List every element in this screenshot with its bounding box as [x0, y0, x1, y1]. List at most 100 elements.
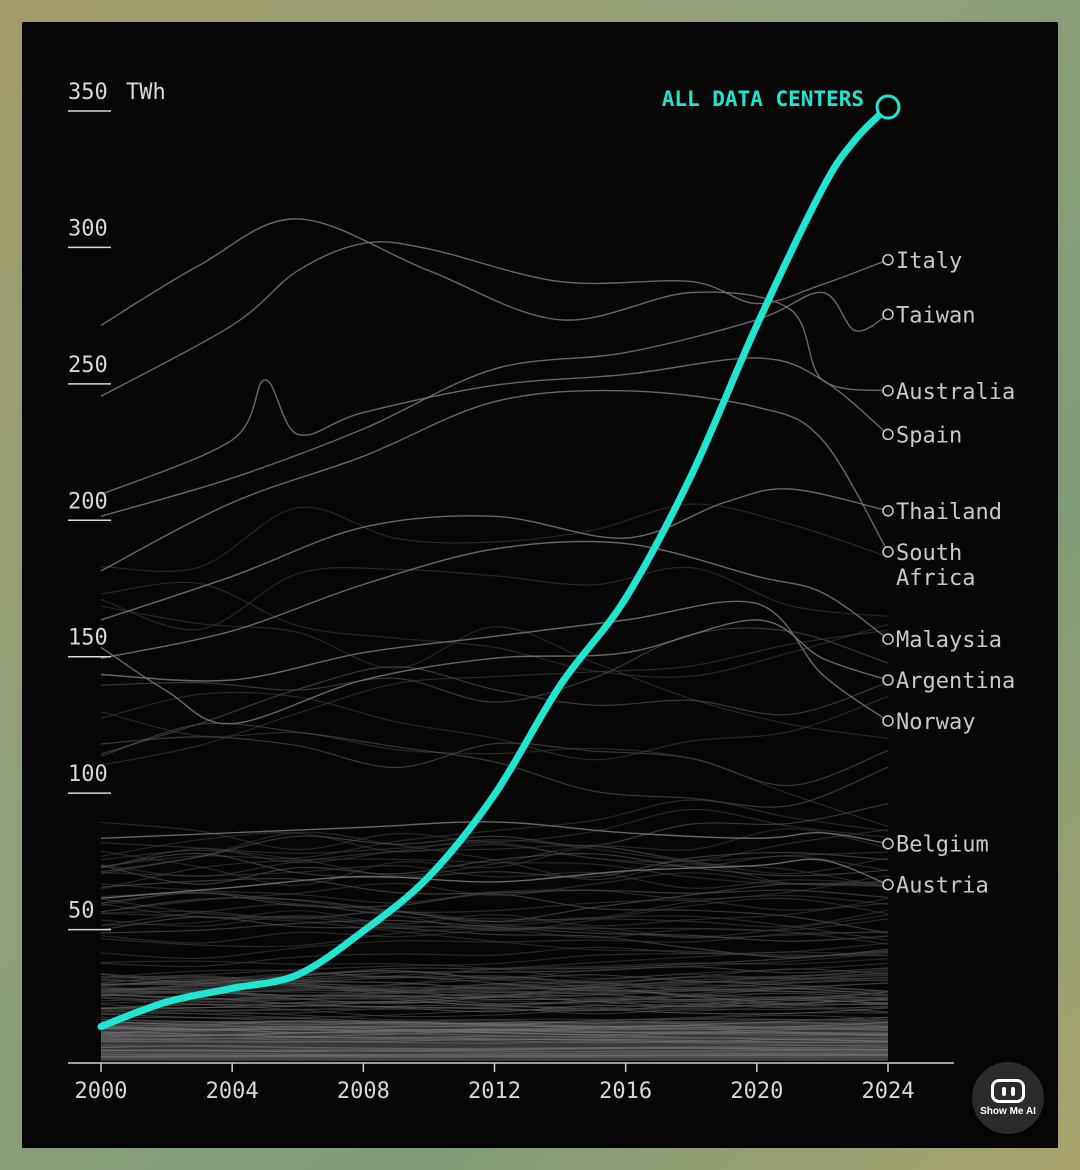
labeled-country-lines: [100, 218, 889, 899]
background-country-line: [100, 1003, 889, 1015]
background-country-line: [100, 878, 889, 899]
country-label: Belgium: [896, 833, 989, 858]
background-country-line: [100, 711, 889, 828]
country-label: Norway: [896, 710, 975, 735]
background-country-line: [100, 898, 889, 928]
country-labels: Italy Taiwan Australia Spain Thailand South Af…: [882, 249, 1015, 899]
x-tick-label: 2012: [468, 1079, 521, 1104]
country-line-australia: [100, 218, 889, 392]
background-country-line: [100, 874, 889, 904]
background-country-line: [100, 976, 889, 1000]
all-data-centers-layer: ALL DATA CENTERS: [97, 87, 901, 1030]
chart-panel: 50 100 150 200 250 300 350 TWh 2000 2004 2008 2012…: [22, 22, 1058, 1148]
background-country-line: [100, 970, 889, 992]
country-line-thailand: [100, 488, 889, 621]
background-country-line: [100, 1028, 889, 1036]
background-country-line: [100, 992, 889, 1012]
country-endpoint-marker: [882, 633, 894, 645]
background-country-line: [100, 994, 889, 1013]
background-country-line: [100, 1052, 889, 1056]
background-country-line: [100, 1033, 889, 1041]
country-endpoint-marker: [882, 254, 894, 266]
background-country-line: [100, 629, 889, 766]
country-label: South Africa: [896, 541, 975, 591]
background-country-line: [100, 951, 889, 992]
background-country-line: [100, 1010, 889, 1027]
x-tick-label: 2000: [75, 1079, 128, 1104]
background-country-line: [100, 914, 889, 944]
country-endpoint-marker: [882, 428, 894, 441]
country-line-austria: [100, 858, 889, 899]
background-country-line: [100, 1053, 889, 1057]
background-country-line: [100, 665, 889, 755]
background-country-line: [100, 1038, 889, 1043]
y-axis: 50 100 150 200 250 300 350 TWh: [68, 80, 166, 931]
y-tick-label: 100: [68, 762, 108, 787]
country-label: Austria: [896, 874, 989, 899]
y-tick-label: 50: [68, 899, 95, 924]
background-country-lines: [100, 503, 889, 1062]
background-country-line: [100, 979, 889, 994]
y-tick-label: 350: [68, 80, 108, 105]
x-tick-label: 2008: [337, 1079, 390, 1104]
background-country-line: [100, 972, 889, 990]
background-country-line: [100, 799, 889, 868]
all-data-centers-endpoint: [875, 94, 901, 120]
background-country-line: [100, 987, 889, 1005]
country-line-argentina: [100, 619, 889, 725]
country-line-south-africa: [100, 389, 889, 572]
background-country-line: [100, 605, 889, 739]
background-country-line: [100, 891, 889, 932]
background-country-line: [100, 1003, 889, 1015]
country-line-taiwan: [100, 291, 889, 517]
background-country-line: [100, 852, 889, 885]
x-tick-label: 2004: [206, 1079, 259, 1104]
all-data-centers-line: [97, 103, 892, 1030]
background-country-line: [100, 942, 889, 979]
background-country-line: [100, 914, 889, 932]
background-country-line: [100, 892, 889, 913]
all-data-centers-label: ALL DATA CENTERS: [662, 87, 864, 111]
x-tick-label: 2020: [730, 1079, 783, 1104]
country-line-belgium: [100, 821, 889, 845]
country-line-malaysia: [100, 540, 889, 659]
background-country-line: [100, 946, 889, 968]
x-tick-label: 2024: [862, 1079, 915, 1104]
background-country-line: [100, 960, 889, 980]
background-country-line: [100, 1047, 889, 1053]
background-country-line: [100, 1032, 889, 1040]
background-country-line: [100, 1018, 889, 1030]
country-endpoint-marker: [882, 308, 894, 321]
background-country-line: [100, 845, 889, 889]
x-tick-label: 2016: [599, 1079, 652, 1104]
country-line-norway: [100, 600, 889, 722]
country-line-spain: [100, 357, 889, 496]
background-country-line: [100, 566, 889, 631]
background-country-line: [100, 851, 889, 879]
country-label: Taiwan: [896, 303, 975, 328]
x-axis: 2000 2004 2008 2012 2016 2020 2024: [68, 1062, 954, 1104]
background-country-line: [100, 736, 889, 787]
background-country-line: [100, 894, 889, 926]
country-label: Thailand: [896, 500, 1002, 525]
background-country-line: [100, 865, 889, 889]
background-country-line: [100, 1013, 889, 1034]
background-country-line: [100, 803, 889, 873]
country-line-italy: [100, 241, 889, 397]
country-label: Argentina: [896, 669, 1015, 694]
country-endpoint-marker: [882, 837, 894, 850]
country-endpoint-marker: [882, 715, 894, 727]
y-tick-label: 250: [68, 353, 108, 378]
background-country-line: [100, 1014, 889, 1026]
country-label: Malaysia: [896, 628, 1002, 653]
background-country-line: [100, 829, 889, 863]
background-country-line: [100, 808, 889, 851]
show-me-ai-badge: Show Me AI: [972, 1062, 1044, 1134]
country-endpoint-marker: [882, 385, 894, 397]
background-country-line: [100, 990, 889, 1013]
background-country-line: [100, 581, 889, 678]
background-country-line: [100, 503, 889, 572]
background-country-line: [100, 627, 889, 703]
background-country-line: [100, 892, 889, 934]
y-axis-unit: TWh: [126, 80, 166, 105]
